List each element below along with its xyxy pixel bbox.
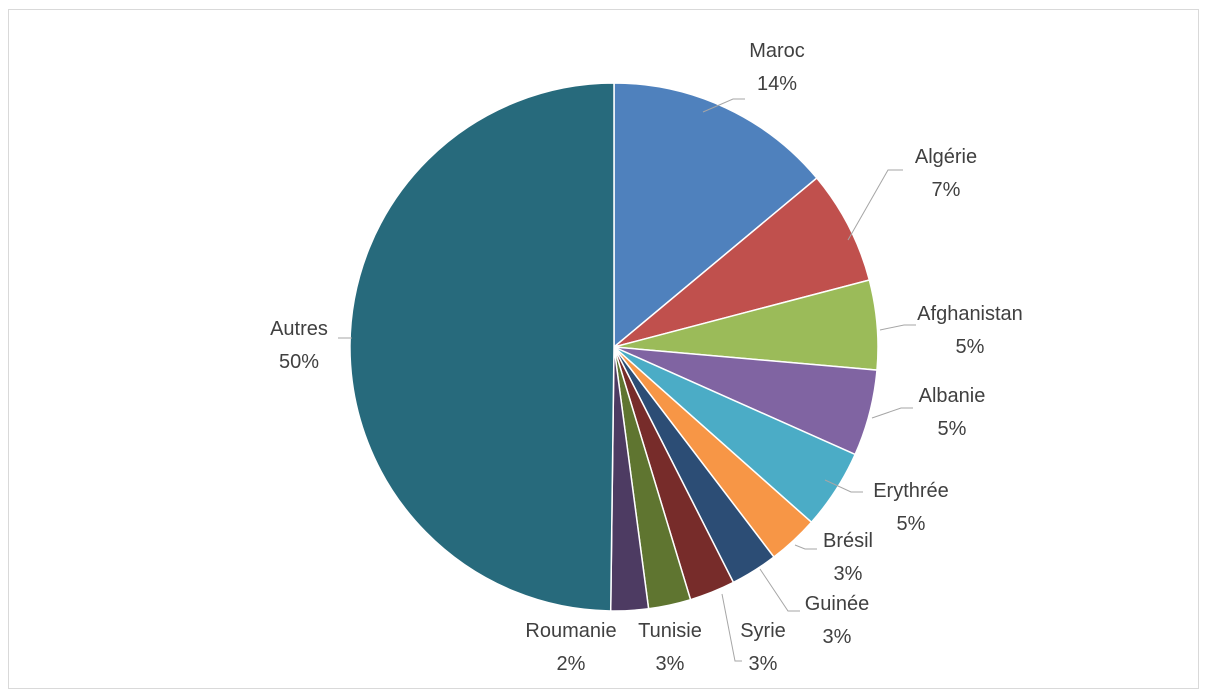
slice-label-guinée: Guinée <box>805 593 870 615</box>
slice-label-brésil: Brésil <box>823 530 873 552</box>
slices-group <box>349 82 879 612</box>
slice-percent-albanie: 5% <box>938 418 967 440</box>
slice-label-algérie: Algérie <box>915 146 977 168</box>
slice-percent-roumanie: 2% <box>557 653 586 672</box>
slice-percent-autres: 50% <box>279 351 319 373</box>
slice-percent-brésil: 3% <box>834 563 863 585</box>
pie-slice-maroc <box>613 82 818 349</box>
pie-slice-autres <box>349 82 615 612</box>
slice-label-tunisie: Tunisie <box>638 620 702 642</box>
chart-frame: Maroc 14% Algérie 7% Afghanistan 5% Albanie 5% E… <box>8 9 1199 689</box>
slice-percent-tunisie: 3% <box>656 653 685 672</box>
slice-label-maroc: Maroc <box>749 40 805 62</box>
pie-chart: Maroc 14% Algérie 7% Afghanistan 5% Albanie 5% E… <box>270 40 1023 672</box>
slice-label-syrie: Syrie <box>740 620 786 642</box>
pie-slice-algérie <box>613 176 871 348</box>
leader-line-algérie <box>847 169 903 241</box>
slice-label-erythrée: Erythrée <box>873 480 949 502</box>
leader-line-albanie <box>871 407 913 419</box>
slice-percent-afghanistan: 5% <box>956 336 985 358</box>
labels-group: Maroc 14% Algérie 7% Afghanistan 5% Albanie 5% E… <box>270 40 1023 672</box>
slice-label-albanie: Albanie <box>919 385 986 407</box>
slice-percent-algérie: 7% <box>932 179 961 201</box>
leader-line-syrie <box>721 593 742 662</box>
slice-label-autres: Autres <box>270 318 328 340</box>
leader-line-guinée <box>759 568 800 612</box>
slice-percent-guinée: 3% <box>823 626 852 648</box>
slice-percent-erythrée: 5% <box>897 513 926 535</box>
slice-percent-maroc: 14% <box>757 73 797 95</box>
leader-line-maroc <box>702 98 745 113</box>
leader-line-afghanistan <box>879 324 916 331</box>
leader-line-erythrée <box>824 479 863 493</box>
slice-label-afghanistan: Afghanistan <box>917 303 1023 325</box>
slice-percent-syrie: 3% <box>749 653 778 672</box>
leader-line-brésil <box>794 544 817 550</box>
slice-label-roumanie: Roumanie <box>525 620 616 642</box>
leader-lines-group <box>338 98 916 662</box>
